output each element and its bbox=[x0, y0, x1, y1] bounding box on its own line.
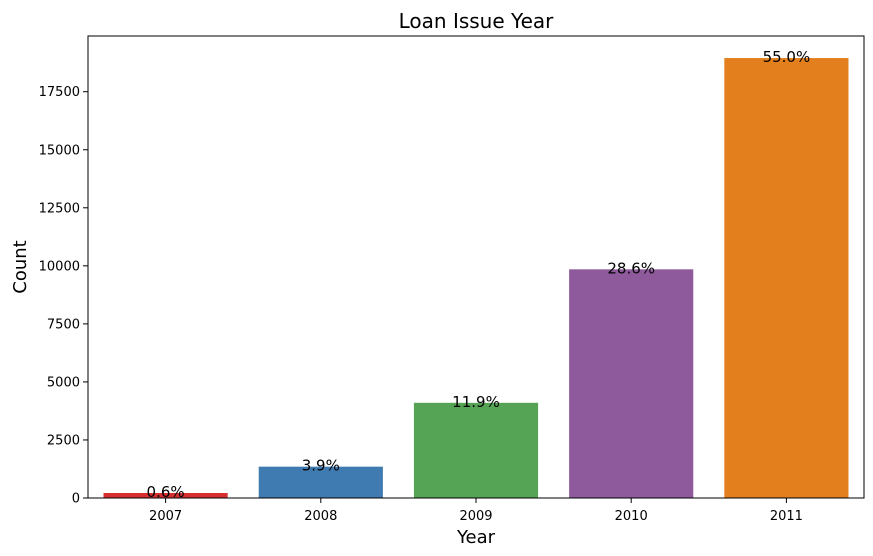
y-tick-label: 7500 bbox=[47, 317, 80, 332]
bars bbox=[103, 58, 849, 499]
bar-label-2008: 3.9% bbox=[302, 457, 340, 475]
y-tick-label: 0 bbox=[72, 492, 80, 507]
bar-label-2009: 11.9% bbox=[452, 393, 500, 411]
y-tick-label: 15000 bbox=[39, 143, 80, 158]
y-axis-title: Count bbox=[10, 240, 31, 293]
bar-label-2007: 0.6% bbox=[147, 483, 185, 501]
y-axis-ticks: 0 2500 5000 7500 10000 12500 15000 17500 bbox=[39, 85, 88, 507]
y-tick-label: 2500 bbox=[47, 433, 80, 448]
bar-2011 bbox=[724, 58, 849, 499]
x-tick-label: 2011 bbox=[770, 509, 803, 524]
y-tick-label: 10000 bbox=[39, 259, 80, 274]
bar-label-2011: 55.0% bbox=[763, 48, 811, 66]
y-tick-label: 12500 bbox=[39, 201, 80, 216]
bar-2008 bbox=[258, 466, 383, 498]
x-tick-label: 2010 bbox=[615, 509, 648, 524]
plot-frame bbox=[87, 35, 865, 499]
chart-title: Loan Issue Year bbox=[399, 9, 555, 33]
x-tick-label: 2009 bbox=[459, 509, 492, 524]
y-tick-label: 17500 bbox=[39, 85, 80, 100]
bar-2010 bbox=[569, 269, 694, 498]
x-axis-title: Year bbox=[456, 527, 496, 548]
bar-2007 bbox=[103, 493, 228, 498]
x-axis-ticks: 2007 2008 2009 2010 2011 bbox=[149, 498, 803, 524]
y-tick-label: 5000 bbox=[47, 375, 80, 390]
x-tick-label: 2008 bbox=[304, 509, 337, 524]
bar-label-2010: 28.6% bbox=[607, 259, 655, 277]
bar-labels: 0.6% 3.9% 11.9% 28.6% 55.0% bbox=[147, 48, 811, 501]
x-tick-label: 2007 bbox=[149, 509, 182, 524]
bar-2009 bbox=[413, 402, 539, 498]
